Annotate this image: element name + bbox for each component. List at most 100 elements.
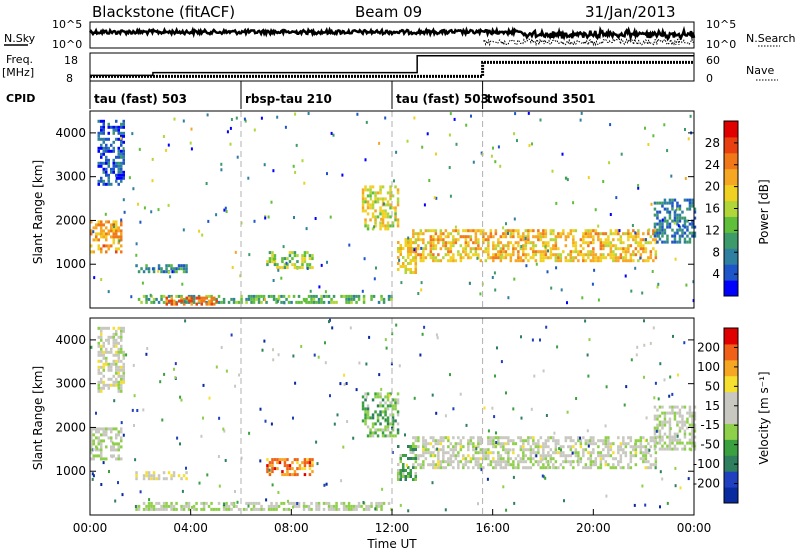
heatmap-cell	[609, 454, 613, 458]
heatmap-cell	[609, 466, 613, 470]
heatmap-cell	[642, 436, 645, 440]
heatmap-cell	[494, 436, 498, 440]
heatmap-cell	[117, 347, 120, 351]
heatmap-cell	[691, 204, 694, 208]
heatmap-cell	[232, 297, 236, 301]
heatmap-cell	[459, 256, 463, 260]
heatmap-cell	[152, 300, 156, 304]
heatmap-cell	[653, 231, 657, 235]
heatmap-cell	[671, 441, 674, 445]
heatmap-cell	[220, 300, 223, 304]
heatmap-cell	[120, 176, 123, 180]
heatmap-cell	[479, 436, 483, 440]
heatmap-cell	[142, 501, 146, 505]
heatmap-cell	[369, 194, 372, 198]
freq-label-line1: Freq.	[6, 53, 33, 66]
heatmap-cell	[572, 241, 575, 245]
heatmap-cell	[301, 467, 304, 471]
heatmap-cell	[110, 170, 113, 174]
heatmap-cell	[227, 507, 231, 511]
heatmap-cell	[685, 283, 688, 287]
heatmap-cell	[634, 451, 638, 455]
heatmap-cell	[589, 259, 593, 263]
heatmap-cell	[102, 244, 105, 248]
heatmap-cell	[676, 216, 679, 220]
heatmap-cell	[584, 253, 588, 257]
heatmap-cell	[527, 466, 530, 470]
heatmap-cell	[320, 294, 323, 298]
heatmap-cell	[295, 143, 298, 147]
heatmap-cell	[135, 264, 138, 268]
heatmap-cell	[479, 463, 483, 467]
heatmap-cell	[100, 454, 103, 458]
heatmap-cell	[432, 244, 435, 248]
heatmap-cell	[439, 238, 443, 242]
heatmap-cell	[572, 235, 575, 239]
heatmap-cell	[517, 454, 520, 458]
heatmap-cell	[477, 466, 480, 470]
heatmap-cell	[147, 474, 151, 478]
heatmap-cell	[122, 155, 125, 159]
heatmap-cell	[175, 501, 178, 505]
heatmap-cell	[465, 423, 468, 427]
heatmap-cell	[414, 265, 417, 268]
heatmap-cell	[527, 442, 530, 446]
heatmap-cell	[92, 238, 95, 242]
heatmap-cell	[245, 501, 248, 505]
heatmap-cell	[597, 454, 600, 458]
heatmap-cell	[643, 319, 645, 323]
heatmap-cell	[325, 294, 328, 298]
heatmap-cell	[303, 260, 307, 264]
heatmap-cell	[619, 247, 623, 251]
heatmap-cell	[409, 262, 412, 265]
heatmap-cell	[617, 436, 620, 440]
heatmap-cell	[117, 433, 120, 437]
heatmap-cell	[562, 454, 565, 458]
heatmap-cell	[330, 507, 333, 511]
heatmap-cell	[529, 457, 533, 461]
heatmap-cell	[407, 253, 410, 256]
heatmap-cell	[614, 244, 618, 248]
heatmap-cell	[397, 469, 400, 472]
heatmap-cell	[394, 212, 397, 216]
heatmap-cell	[412, 232, 415, 236]
heatmap-cell	[469, 250, 473, 254]
noise-sky-trace	[88, 25, 696, 42]
heatmap-cell	[457, 436, 460, 440]
heatmap-cell	[362, 294, 366, 298]
heatmap-cell	[165, 296, 168, 300]
heatmap-cell	[557, 259, 560, 263]
heatmap-cell	[429, 235, 433, 239]
heatmap-cell	[301, 461, 304, 465]
heatmap-cell	[562, 232, 565, 236]
heatmap-cell	[167, 264, 171, 268]
heatmap-cell	[155, 501, 158, 505]
heatmap-cell	[139, 220, 142, 224]
heatmap-cell	[524, 229, 528, 233]
heatmap-cell	[499, 466, 503, 470]
heatmap-cell	[661, 204, 664, 208]
heatmap-cell	[107, 125, 110, 129]
heatmap-cell	[120, 161, 123, 165]
heatmap-cell	[449, 241, 453, 245]
heatmap-cell	[122, 158, 125, 162]
heatmap-cell	[100, 332, 103, 336]
heatmap-cell	[115, 229, 118, 233]
heatmap-cell	[107, 290, 110, 294]
heatmap-cell	[414, 472, 417, 475]
heatmap-cell	[422, 253, 425, 257]
heatmap-cell	[335, 501, 338, 505]
heatmap-cell	[447, 250, 450, 254]
heatmap-cell	[656, 426, 659, 430]
heatmap-cell	[110, 350, 113, 354]
heatmap-cell	[112, 454, 115, 458]
heatmap-cell	[302, 507, 306, 511]
heatmap-cell	[379, 227, 382, 231]
heatmap-cell	[120, 220, 123, 224]
heatmap-cell	[502, 256, 505, 260]
heatmap-cell	[371, 191, 375, 195]
heatmap-cell	[666, 447, 669, 451]
heatmap-cell	[195, 507, 198, 511]
heatmap-cell	[624, 256, 628, 260]
heatmap-cell	[544, 229, 548, 233]
